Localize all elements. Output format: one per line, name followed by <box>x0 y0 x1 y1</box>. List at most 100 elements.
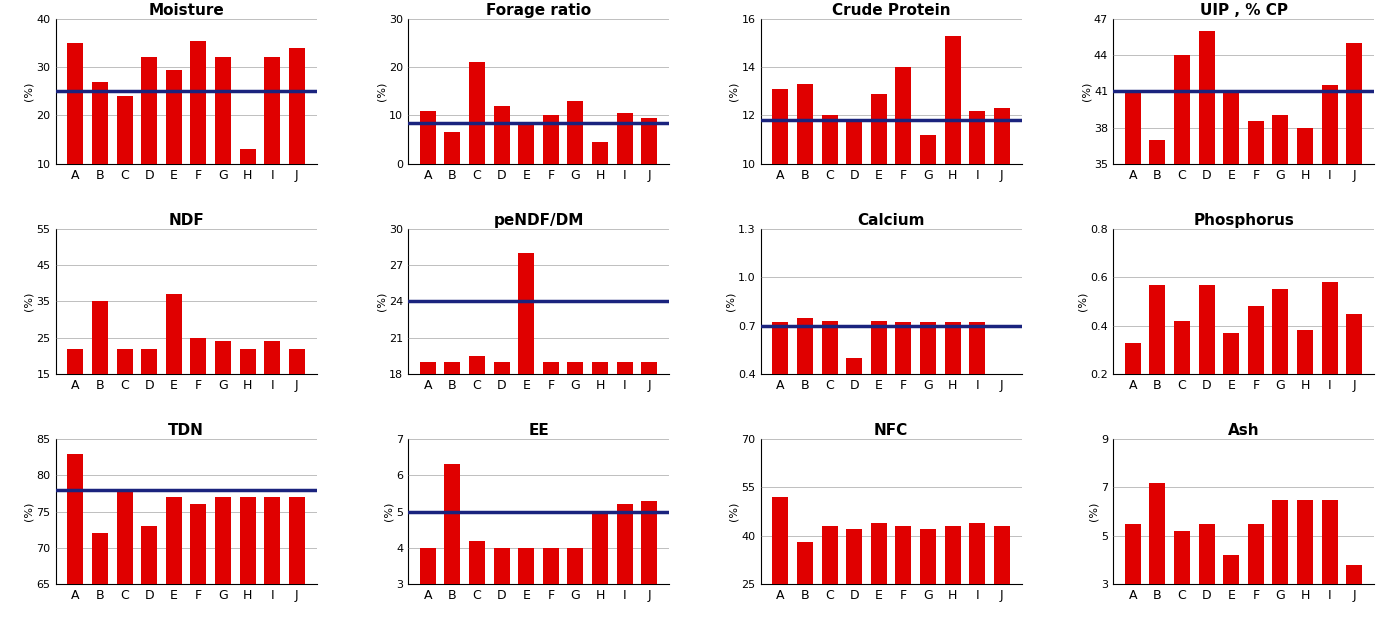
Bar <box>1321 85 1338 587</box>
Bar <box>444 362 461 592</box>
Bar <box>969 111 985 405</box>
Bar <box>822 321 837 438</box>
Bar <box>92 301 108 428</box>
Y-axis label: (%): (%) <box>376 292 386 311</box>
Bar <box>920 529 936 628</box>
Bar <box>494 362 509 592</box>
Bar <box>593 512 608 628</box>
Bar <box>1124 342 1141 422</box>
Bar <box>1124 524 1141 628</box>
Bar <box>264 58 280 212</box>
Bar <box>190 504 207 628</box>
Bar <box>994 414 1009 438</box>
Bar <box>215 58 230 212</box>
Bar <box>772 322 788 438</box>
Bar <box>289 48 305 212</box>
Bar <box>142 526 157 628</box>
Bar <box>165 294 182 428</box>
Bar <box>969 322 985 438</box>
Bar <box>641 118 658 164</box>
Bar <box>1321 499 1338 628</box>
Bar <box>543 362 559 592</box>
Title: Forage ratio: Forage ratio <box>486 3 591 18</box>
Bar <box>994 108 1009 405</box>
Bar <box>1199 31 1214 587</box>
Bar <box>847 529 862 628</box>
Bar <box>469 356 484 592</box>
Bar <box>92 533 108 628</box>
Bar <box>68 453 83 628</box>
Bar <box>543 548 559 628</box>
Bar <box>264 341 280 428</box>
Bar <box>568 548 583 628</box>
Title: TDN: TDN <box>168 423 204 438</box>
Title: UIP , % CP: UIP , % CP <box>1199 3 1288 18</box>
Bar <box>870 321 887 438</box>
Bar <box>518 125 534 164</box>
Title: Crude Protein: Crude Protein <box>831 3 951 18</box>
Bar <box>920 135 936 405</box>
Title: peNDF/DM: peNDF/DM <box>493 213 584 228</box>
Bar <box>1223 91 1239 587</box>
Bar <box>117 490 133 628</box>
Bar <box>165 497 182 628</box>
Bar <box>1273 116 1288 587</box>
Bar <box>1149 284 1166 422</box>
Bar <box>117 349 133 428</box>
Bar <box>1174 531 1190 628</box>
Bar <box>469 541 484 628</box>
Bar <box>994 526 1009 628</box>
Bar <box>847 358 862 438</box>
Bar <box>1124 91 1141 587</box>
Bar <box>969 523 985 628</box>
Bar <box>945 526 960 628</box>
Bar <box>289 349 305 428</box>
Bar <box>543 116 559 164</box>
Y-axis label: (%): (%) <box>1081 82 1091 101</box>
Bar <box>797 318 813 438</box>
Bar <box>895 67 912 405</box>
Bar <box>92 82 108 212</box>
Bar <box>1248 524 1264 628</box>
Bar <box>772 497 788 628</box>
Bar <box>215 497 230 628</box>
Bar <box>822 116 837 405</box>
Y-axis label: (%): (%) <box>729 82 738 101</box>
Bar <box>616 362 633 592</box>
Y-axis label: (%): (%) <box>24 292 33 311</box>
Y-axis label: (%): (%) <box>376 82 386 101</box>
Bar <box>264 497 280 628</box>
Bar <box>895 322 912 438</box>
Bar <box>1273 290 1288 422</box>
Bar <box>1174 321 1190 422</box>
Bar <box>593 142 608 164</box>
Title: Phosphorus: Phosphorus <box>1194 213 1294 228</box>
Title: EE: EE <box>529 423 548 438</box>
Bar <box>1296 127 1313 587</box>
Y-axis label: (%): (%) <box>1077 292 1088 311</box>
Bar <box>870 94 887 405</box>
Bar <box>190 41 207 212</box>
Bar <box>945 322 960 438</box>
Title: Moisture: Moisture <box>149 3 223 18</box>
Bar <box>444 133 461 164</box>
Bar <box>641 362 658 592</box>
Bar <box>240 349 255 428</box>
Bar <box>142 58 157 212</box>
Bar <box>1149 139 1166 587</box>
Title: Calcium: Calcium <box>858 213 924 228</box>
Bar <box>240 149 255 212</box>
Bar <box>641 501 658 628</box>
Bar <box>797 84 813 405</box>
Bar <box>518 548 534 628</box>
Bar <box>190 338 207 428</box>
Bar <box>1199 284 1214 422</box>
Bar <box>1223 333 1239 422</box>
Bar <box>1248 306 1264 422</box>
Bar <box>568 101 583 164</box>
Bar <box>165 70 182 212</box>
Bar <box>421 362 436 592</box>
Y-axis label: (%): (%) <box>725 292 736 311</box>
Bar <box>117 96 133 212</box>
Bar <box>469 62 484 164</box>
